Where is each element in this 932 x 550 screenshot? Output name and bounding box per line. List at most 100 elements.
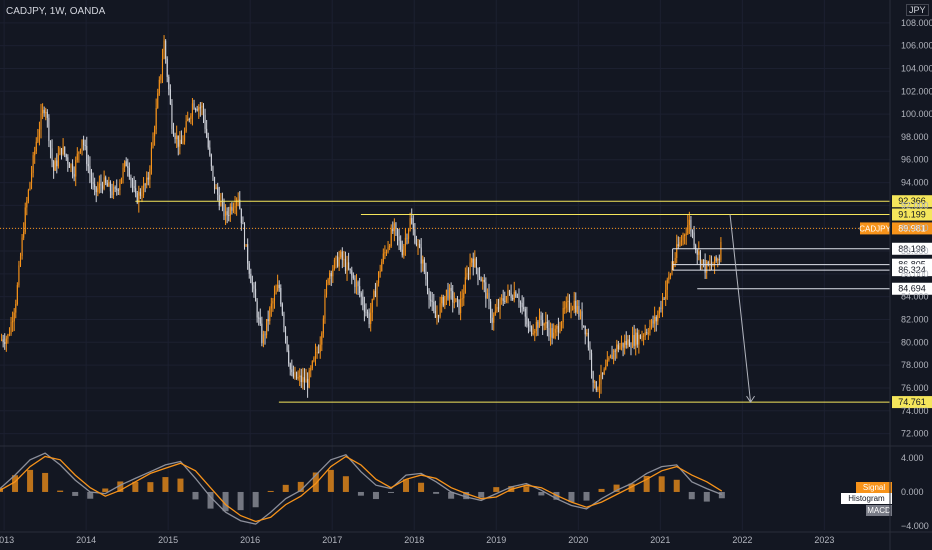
candle-body: [461, 298, 463, 300]
time-tick-label: 2013: [0, 535, 14, 545]
candle-body: [335, 256, 337, 260]
macd-histogram-bar: [387, 491, 394, 493]
candle-body: [474, 258, 476, 268]
candle-body: [223, 201, 225, 217]
candle-body: [43, 109, 45, 114]
candle-body: [568, 300, 571, 310]
candle-body: [128, 167, 130, 177]
candle-body: [695, 245, 697, 250]
candle-body: [60, 148, 63, 155]
candle-body: [434, 310, 436, 318]
candle-body: [160, 74, 162, 80]
candle-body: [501, 298, 503, 300]
candle-body: [668, 276, 670, 280]
candle-body: [512, 297, 514, 300]
candle-body: [198, 107, 200, 111]
time-tick-label: 2015: [158, 535, 178, 545]
candle-body: [259, 317, 261, 324]
candle-body: [453, 302, 455, 304]
candle-body: [54, 160, 56, 171]
macd-legend-tag: [841, 493, 892, 504]
currency-unit-button[interactable]: JPY: [906, 4, 929, 16]
candle-body: [504, 300, 506, 302]
price-pane[interactable]: [1, 35, 722, 399]
candle-body: [396, 228, 399, 237]
level-tag: [892, 396, 932, 409]
candle-body: [341, 251, 343, 260]
candle-body: [643, 335, 645, 337]
candle-body: [324, 294, 326, 319]
candle-body: [103, 177, 105, 189]
candle-body: [171, 104, 173, 130]
candle-body: [348, 262, 350, 269]
level-value: 74.761: [898, 397, 926, 407]
candle-body: [598, 384, 600, 389]
time-tick-label: 2018: [404, 535, 424, 545]
candle-body: [665, 289, 667, 299]
candle-body: [131, 180, 134, 186]
candle-body: [135, 188, 137, 194]
macd-histogram-bar: [102, 488, 109, 492]
candle-body: [406, 237, 408, 239]
candle-body: [217, 187, 219, 195]
candle-body: [119, 183, 121, 191]
macd-histogram-bar: [463, 491, 470, 500]
candle-body: [344, 259, 347, 272]
candle-body: [540, 315, 542, 321]
candle-body: [485, 282, 487, 299]
candle-body: [718, 259, 720, 261]
candle-body: [472, 258, 474, 268]
candle-body: [644, 332, 646, 336]
candle-body: [281, 304, 283, 315]
candle-body: [27, 190, 29, 202]
macd-histogram-bar: [433, 491, 440, 494]
candle-body: [133, 185, 135, 189]
candle-body: [83, 139, 85, 146]
candle-body: [620, 342, 623, 346]
macd-histogram-bar: [538, 491, 545, 496]
candle-body: [21, 237, 23, 257]
candle-body: [288, 350, 290, 364]
macd-histogram-bar: [72, 491, 79, 496]
candle-body: [646, 332, 648, 334]
level-value: 84.694: [898, 284, 926, 294]
candle-body: [34, 151, 36, 156]
candle-body: [702, 259, 705, 261]
candle-body: [382, 253, 384, 262]
macd-histogram-bar: [568, 491, 575, 503]
candle-body: [535, 321, 537, 331]
candle-body: [177, 135, 179, 147]
candle-body: [313, 357, 315, 362]
candle-body: [538, 315, 541, 328]
candle-body: [256, 301, 258, 318]
level-value: 92.366: [898, 196, 926, 206]
candle-body: [712, 265, 714, 267]
candle-body: [2, 339, 4, 343]
candle-body: [89, 166, 91, 175]
candle-body: [59, 148, 61, 155]
candle-body: [617, 344, 619, 350]
candle-body: [101, 185, 104, 189]
candle-body: [687, 225, 689, 234]
candle-body: [595, 381, 597, 391]
candle-body: [450, 287, 452, 292]
candle-body: [125, 161, 127, 167]
macd-histogram-bar: [207, 491, 214, 509]
candle-body: [463, 292, 465, 299]
candle-body: [524, 308, 526, 317]
candle-body: [616, 344, 618, 352]
candle-body: [561, 322, 563, 329]
candle-body: [447, 289, 449, 299]
price-tick-label: 92.000: [901, 200, 929, 210]
macd-histogram-bar: [192, 491, 199, 500]
candle-body: [213, 176, 216, 190]
candle-body: [251, 282, 253, 286]
candle-body: [460, 299, 462, 314]
macd-pane[interactable]: Signal Histogram MACD: [0, 452, 892, 525]
candle-body: [573, 300, 575, 309]
macd-tick-label: 0.000: [901, 487, 924, 497]
macd-histogram-bar: [282, 484, 289, 492]
candle-body: [220, 200, 222, 206]
candle-body: [373, 291, 375, 299]
